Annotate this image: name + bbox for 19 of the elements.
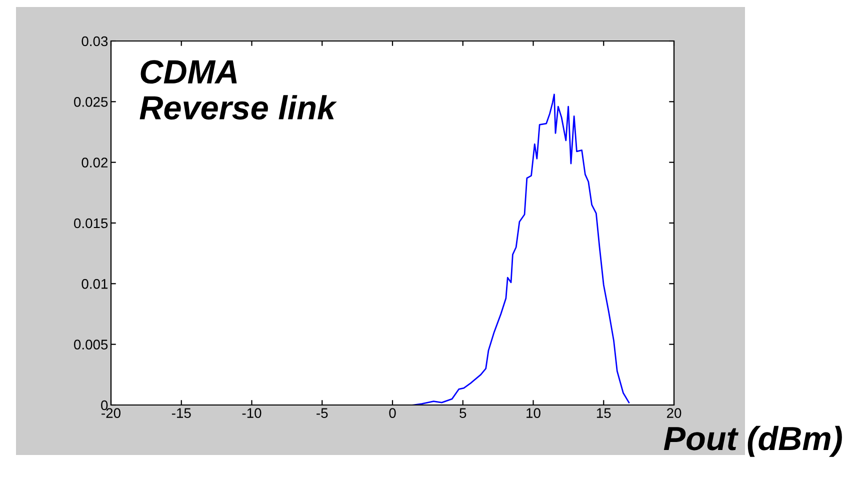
x-tick-label: -5 xyxy=(316,408,328,418)
annotation: CDMA Reverse link xyxy=(140,60,337,120)
y-tick-label: 0.03 xyxy=(82,36,108,46)
x-tick-label: 10 xyxy=(526,408,540,418)
y-tick-label: 0.02 xyxy=(82,158,108,168)
x-tick-label: 15 xyxy=(596,408,611,418)
x-axis-title: Pout (dBm) xyxy=(664,426,842,457)
y-tick-label: 0.025 xyxy=(74,97,108,107)
x-tick-label: -20 xyxy=(102,408,120,418)
x-tick-label: 20 xyxy=(666,408,682,418)
x-tick-label: -15 xyxy=(172,408,191,418)
y-tick-label: 0 xyxy=(101,400,108,410)
y-tick-label: 0.005 xyxy=(74,340,108,350)
y-tick-label: 0.015 xyxy=(74,218,108,228)
x-tick-label: 0 xyxy=(389,408,396,418)
x-tick-label: 5 xyxy=(460,408,466,418)
line-series xyxy=(412,94,630,405)
y-tick-label: 0.01 xyxy=(82,279,108,289)
x-tick-label: -10 xyxy=(242,408,262,418)
